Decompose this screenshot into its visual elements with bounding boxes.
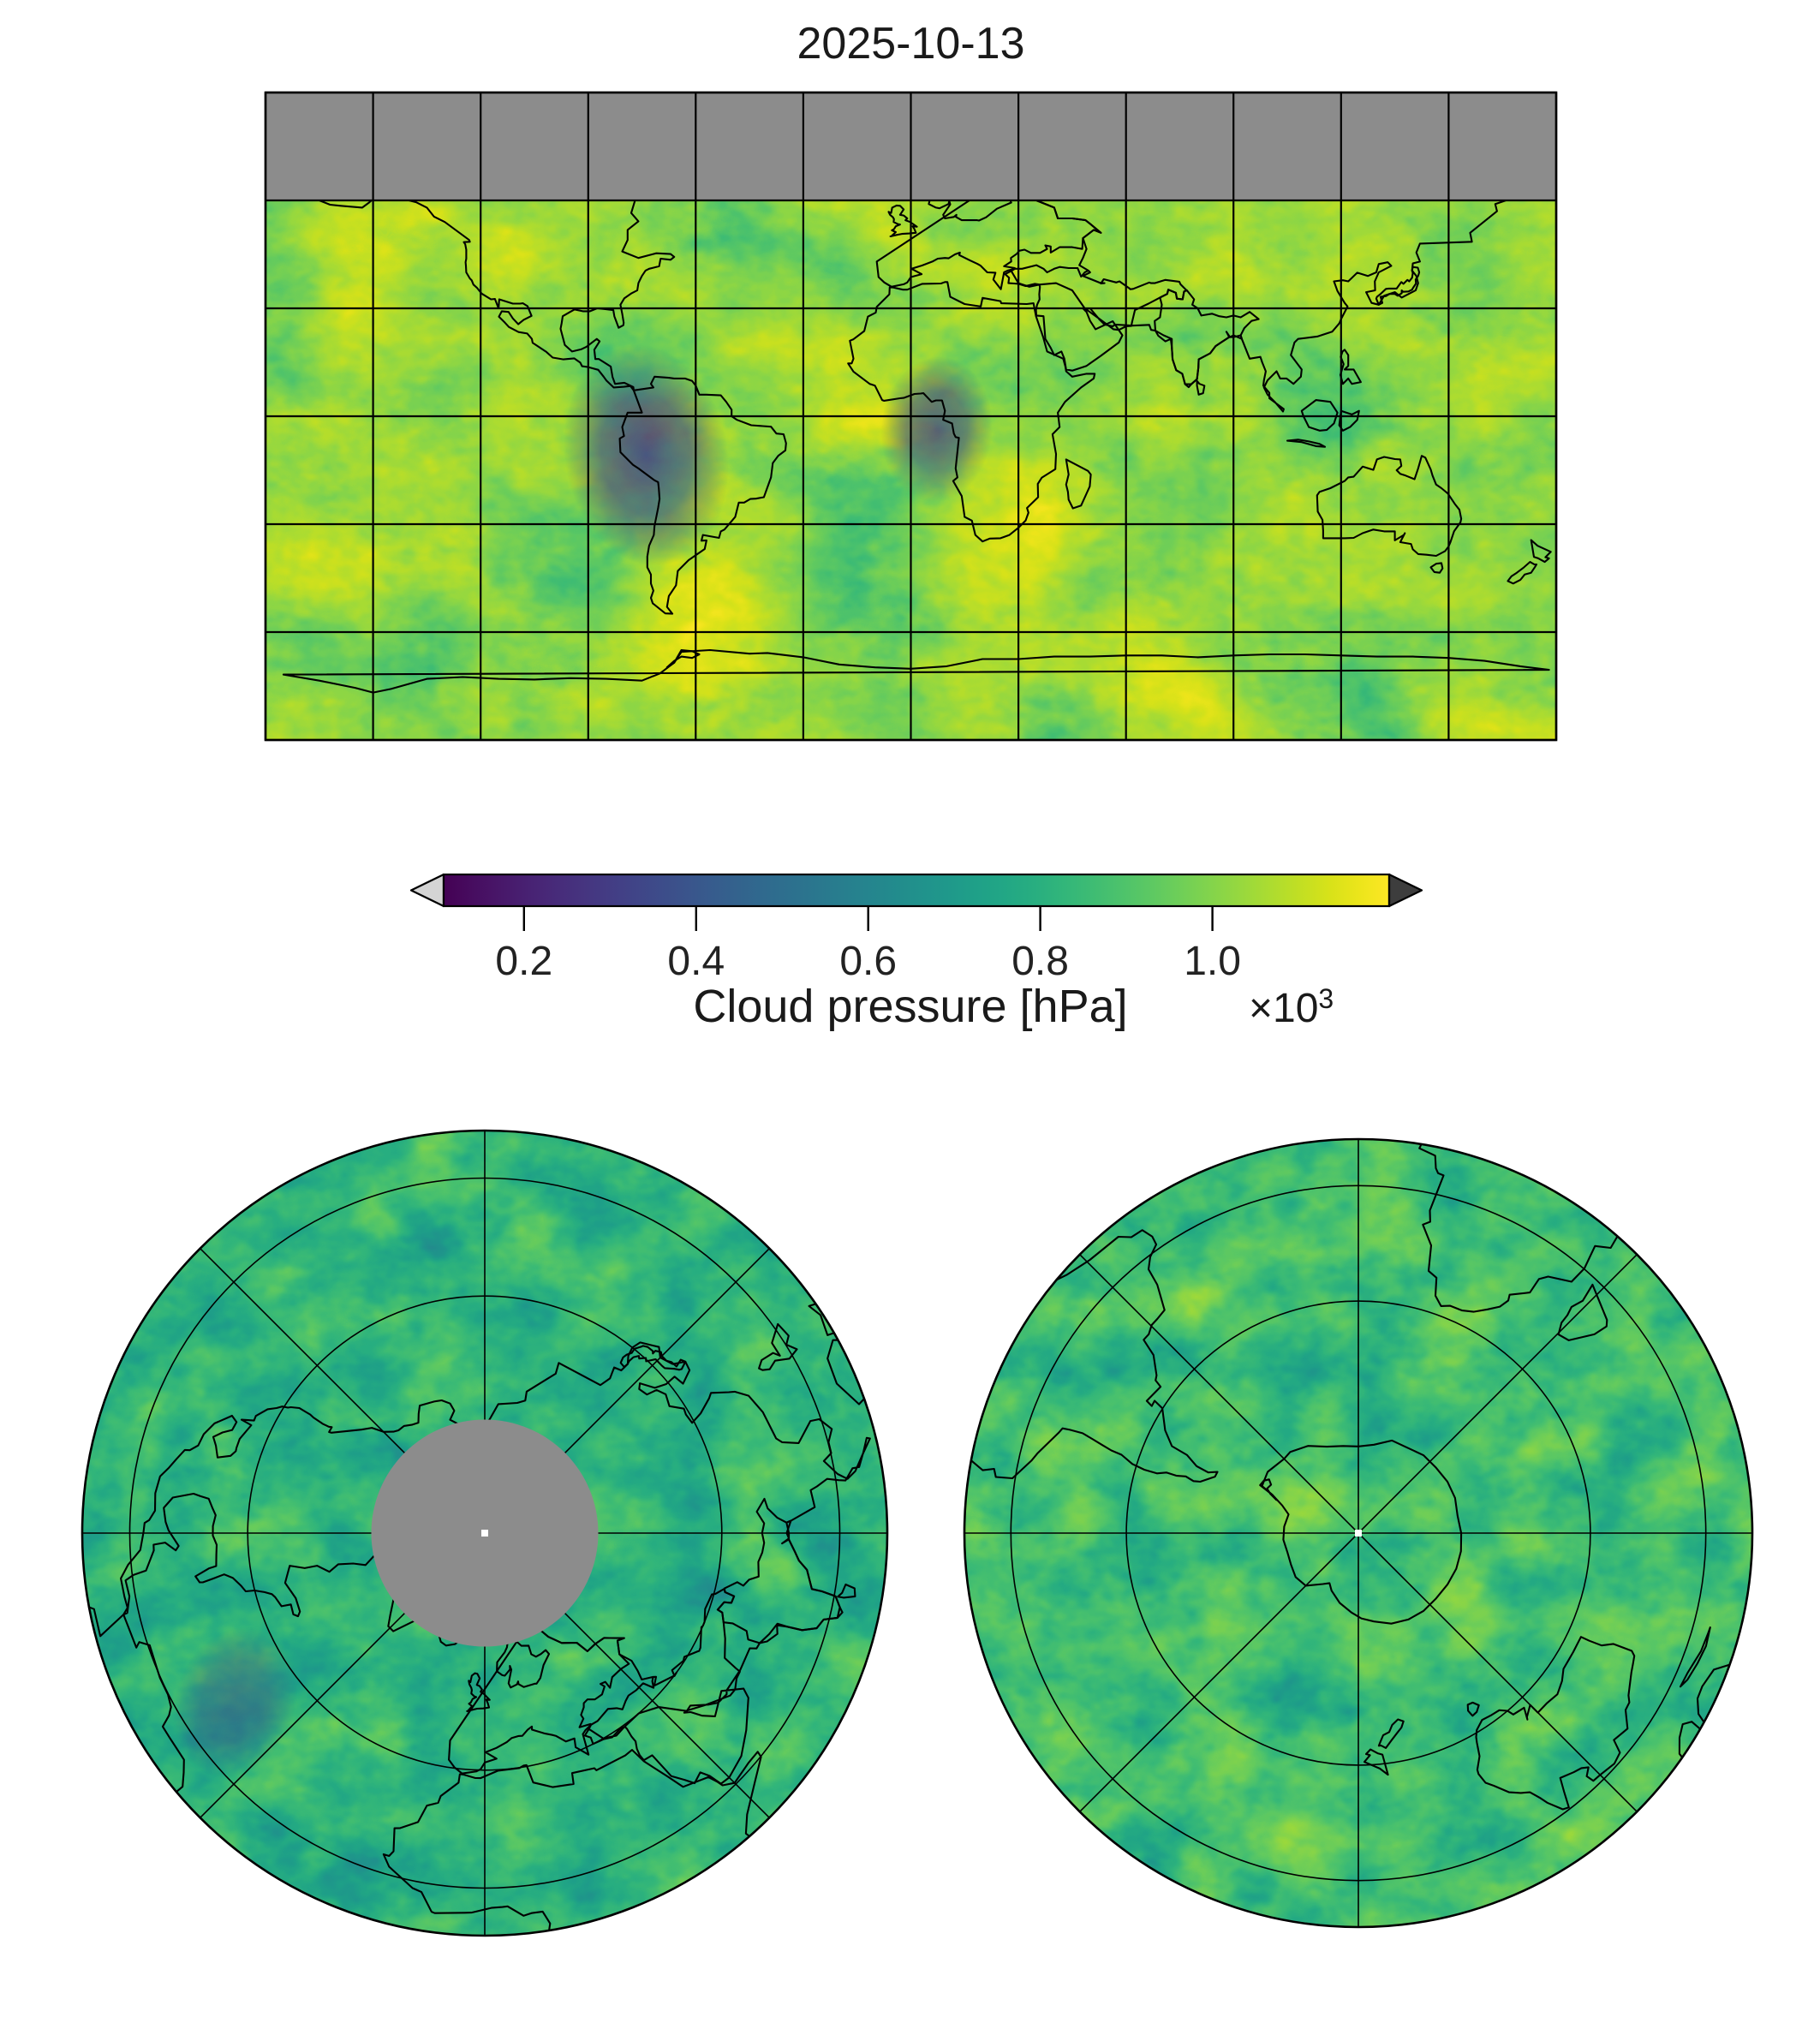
svg-text:0.6: 0.6 <box>839 939 897 984</box>
svg-text:0.4: 0.4 <box>667 939 725 984</box>
svg-text:1.0: 1.0 <box>1184 939 1241 984</box>
svg-text:0.2: 0.2 <box>495 939 552 984</box>
svg-text:0.8: 0.8 <box>1011 939 1069 984</box>
svg-text:2025-10-13: 2025-10-13 <box>797 19 1025 69</box>
svg-text:Cloud pressure [hPa]: Cloud pressure [hPa] <box>693 981 1127 1032</box>
